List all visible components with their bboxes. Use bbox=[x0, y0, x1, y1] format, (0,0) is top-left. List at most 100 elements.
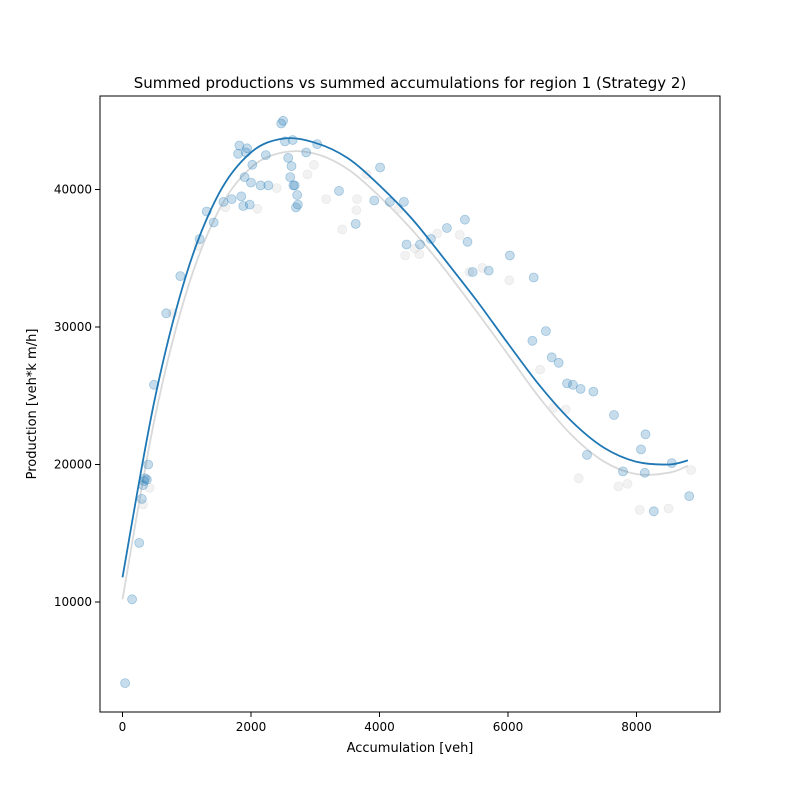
x-tick-label: 0 bbox=[119, 720, 127, 734]
data-point-series-0 bbox=[384, 196, 395, 207]
data-point-series-0 bbox=[483, 265, 494, 276]
data-point-series-0 bbox=[504, 250, 515, 261]
data-point-series-1 bbox=[504, 275, 515, 286]
data-point-series-0 bbox=[194, 234, 205, 244]
data-point-series-1 bbox=[663, 503, 674, 514]
fit-curve-series-3 bbox=[121, 150, 689, 600]
data-point-series-0 bbox=[280, 136, 290, 147]
data-point-series-0 bbox=[553, 357, 564, 368]
data-point-series-0 bbox=[292, 199, 303, 210]
data-point-series-1 bbox=[622, 478, 633, 489]
data-point-series-0 bbox=[666, 458, 677, 469]
data-point-series-0 bbox=[240, 147, 251, 158]
fit-curve-series-2 bbox=[121, 137, 689, 578]
data-point-series-0 bbox=[546, 352, 557, 363]
data-point-series-0 bbox=[208, 217, 219, 228]
data-point-series-0 bbox=[575, 383, 586, 394]
data-point-series-0 bbox=[247, 159, 258, 170]
data-point-series-0 bbox=[234, 140, 245, 151]
data-point-series-0 bbox=[582, 449, 592, 460]
data-point-series-0 bbox=[175, 271, 186, 282]
data-point-series-0 bbox=[242, 143, 253, 154]
y-tick-label: 40000 bbox=[54, 183, 92, 197]
data-point-series-1 bbox=[414, 249, 425, 260]
data-point-series-0 bbox=[334, 185, 344, 196]
data-point-series-0 bbox=[226, 194, 237, 205]
data-point-series-0 bbox=[140, 473, 150, 484]
data-point-series-0 bbox=[276, 118, 287, 129]
data-point-series-0 bbox=[286, 161, 297, 172]
data-point-series-0 bbox=[588, 386, 599, 397]
data-point-series-0 bbox=[527, 335, 538, 346]
chart-title: Summed productions vs summed accumulatio… bbox=[134, 74, 687, 92]
data-point-series-0 bbox=[462, 236, 473, 247]
data-point-series-0 bbox=[292, 190, 303, 200]
data-point-series-1 bbox=[454, 229, 465, 240]
data-point-series-1 bbox=[308, 159, 319, 170]
x-tick-label: 4000 bbox=[364, 720, 395, 734]
data-point-series-0 bbox=[255, 180, 266, 191]
data-point-series-0 bbox=[260, 150, 271, 161]
data-point-series-0 bbox=[139, 476, 150, 486]
data-point-series-0 bbox=[441, 223, 452, 233]
y-axis-label: Production [veh*k m/h] bbox=[25, 329, 40, 480]
data-point-series-0 bbox=[684, 491, 695, 502]
data-point-series-1 bbox=[352, 194, 362, 205]
data-point-series-0 bbox=[425, 234, 436, 244]
x-tick-label: 8000 bbox=[621, 720, 652, 734]
x-axis-label: Accumulation [veh] bbox=[347, 741, 474, 756]
data-point-series-0 bbox=[541, 326, 551, 337]
data-point-series-0 bbox=[138, 480, 148, 491]
data-point-series-1 bbox=[432, 228, 443, 239]
data-point-series-1 bbox=[321, 194, 332, 205]
data-point-series-0 bbox=[278, 115, 289, 126]
data-point-series-0 bbox=[562, 378, 572, 389]
data-point-series-1 bbox=[634, 504, 645, 515]
axes-frame bbox=[99, 95, 721, 713]
data-point-series-1 bbox=[144, 482, 155, 493]
data-point-series-0 bbox=[398, 196, 409, 207]
data-point-series-1 bbox=[271, 183, 282, 194]
data-point-series-0 bbox=[401, 239, 412, 250]
data-point-series-1 bbox=[477, 262, 488, 273]
data-point-series-0 bbox=[568, 379, 578, 390]
data-point-series-0 bbox=[639, 467, 650, 478]
data-point-series-0 bbox=[636, 444, 646, 455]
data-point-series-0 bbox=[149, 379, 159, 390]
data-point-series-0 bbox=[161, 308, 172, 319]
data-point-series-0 bbox=[201, 206, 212, 217]
y-tick-label: 20000 bbox=[54, 458, 92, 472]
data-point-series-1 bbox=[409, 243, 420, 254]
data-point-series-0 bbox=[244, 199, 255, 210]
data-point-series-0 bbox=[369, 195, 380, 206]
data-point-series-0 bbox=[141, 474, 152, 485]
data-point-series-0 bbox=[609, 410, 619, 420]
data-point-series-0 bbox=[120, 678, 130, 688]
data-point-series-1 bbox=[535, 364, 545, 375]
data-point-series-1 bbox=[573, 473, 584, 484]
y-tick-label: 30000 bbox=[54, 320, 92, 334]
data-point-series-0 bbox=[127, 594, 138, 605]
data-point-series-0 bbox=[289, 180, 300, 191]
data-point-series-0 bbox=[648, 506, 659, 517]
data-point-series-0 bbox=[291, 202, 301, 213]
data-point-series-0 bbox=[143, 459, 154, 470]
data-point-series-0 bbox=[239, 172, 250, 183]
data-point-series-0 bbox=[263, 180, 274, 191]
axis-ticks: 0 2000 4000 6000 8000 10000 20000 30000 40000 bbox=[54, 183, 652, 735]
data-point-series-0 bbox=[640, 429, 651, 440]
data-point-series-0 bbox=[218, 196, 229, 207]
data-point-series-0 bbox=[375, 162, 386, 173]
data-point-series-1 bbox=[464, 267, 475, 277]
data-point-series-1 bbox=[337, 224, 348, 235]
data-point-series-0 bbox=[288, 180, 299, 191]
data-point-series-0 bbox=[233, 148, 244, 159]
plot-area bbox=[120, 115, 696, 688]
data-point-series-0 bbox=[283, 152, 294, 163]
data-point-series-0 bbox=[618, 466, 628, 477]
data-point-series-0 bbox=[467, 267, 478, 277]
data-point-series-1 bbox=[252, 203, 263, 214]
data-point-series-0 bbox=[312, 139, 323, 150]
data-point-series-1 bbox=[686, 465, 696, 475]
